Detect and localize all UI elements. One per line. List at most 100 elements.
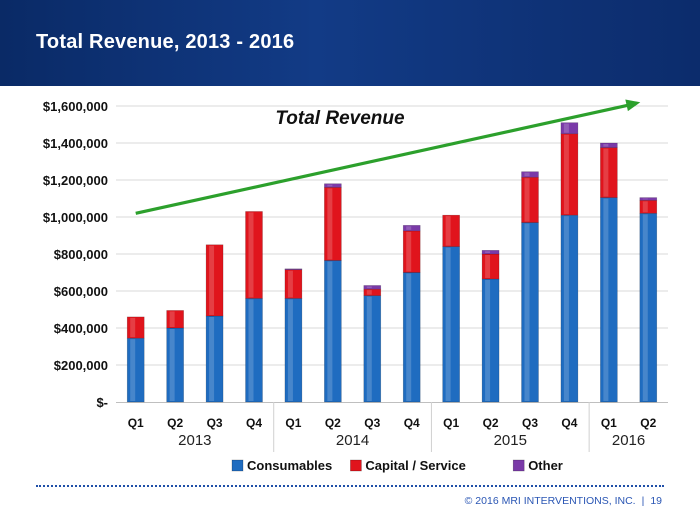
year-group-label: 2016 [612,432,645,449]
bar-sheen [485,255,491,278]
y-tick-label: $1,000,000 [43,210,108,225]
x-tick-label: Q3 [207,416,223,430]
bar-sheen [485,279,491,401]
bar-segment-capital-service [481,253,500,280]
bar-sheen [603,144,609,147]
bar-segment-consumables [166,327,184,403]
bar-sheen [445,216,451,246]
bar-segment-other [560,122,579,135]
bar-segment-consumables [442,246,460,403]
bar-segment-consumables [324,260,342,403]
year-group-label: 2014 [336,432,369,449]
bar-sheen [642,214,648,401]
bar-sheen [524,223,530,401]
bar-segment-capital-service [126,316,145,339]
footer-copyright: © 2016 MRI INTERVENTIONS, INC. [464,495,636,507]
footer: © 2016 MRI INTERVENTIONS, INC. | 19 [465,495,662,507]
bar-sheen [642,198,648,200]
trend-arrow-line [135,102,633,215]
x-tick-label: Q3 [364,416,380,430]
bar-sheen [524,172,530,177]
bar-sheen [287,270,293,298]
bar-sheen [327,184,333,187]
trend-annotation: Total Revenue [275,108,405,129]
bar-segment-consumables [402,272,421,403]
x-tick-label: Q4 [246,416,262,430]
bar-sheen [603,198,609,401]
bar-segment-other [521,171,539,178]
bar-sheen [366,290,372,295]
y-tick-label: $1,200,000 [43,173,108,188]
x-tick-label: Q2 [167,416,183,430]
legend-swatch [512,459,525,472]
bar-segment-capital-service [205,244,224,317]
bar-sheen [366,296,372,401]
x-tick-label: Q4 [404,416,420,430]
bar-sheen [209,245,215,315]
bar-sheen [287,299,293,401]
bar-sheen [563,123,569,133]
bar-sheen [366,286,372,289]
bar-sheen [327,261,333,401]
bar-sheen [485,251,491,253]
bar-sheen [445,247,451,401]
bar-segment-consumables [600,197,618,403]
y-tick-label: $800,000 [54,247,108,262]
bar-sheen [406,231,412,272]
bar-segment-consumables [639,213,658,403]
bar-segment-other [600,142,618,148]
bar-sheen [130,339,136,401]
y-tick-label: $1,400,000 [43,136,108,151]
bar-segment-capital-service [402,230,421,273]
bar-segment-capital-service [442,214,460,247]
bar-segment-other [363,285,382,290]
bar-sheen [169,329,175,401]
slide-title: Total Revenue, 2013 - 2016 [36,31,295,53]
x-tick-label: Q1 [601,416,617,430]
bar-sheen [524,178,530,222]
bar-sheen [642,201,648,213]
y-tick-label: $1,600,000 [43,99,108,114]
x-tick-label: Q1 [285,416,301,430]
footer-separator: | [641,495,645,507]
legend-label: Capital / Service [365,458,465,473]
legend-swatch [350,459,362,472]
bar-segment-consumables [284,298,303,403]
x-tick-label: Q2 [483,416,499,430]
x-tick-label: Q2 [325,416,341,430]
bar-segment-capital-service [284,269,303,299]
bar-sheen [169,311,175,327]
x-tick-label: Q2 [640,416,656,430]
bar-sheen [406,273,412,401]
y-tick-label: $200,000 [54,358,108,373]
y-tick-label: $- [96,395,108,410]
bar-segment-consumables [560,214,579,403]
x-tick-label: Q1 [128,416,144,430]
bar-segment-consumables [245,298,263,403]
bar-segment-other [284,268,303,271]
bar-segment-capital-service [600,147,618,198]
bar-segment-consumables [481,278,500,403]
bar-sheen [563,134,569,215]
bar-segment-capital-service [363,288,382,296]
title-banner: Total Revenue, 2013 - 2016 [0,0,700,86]
bar-sheen [603,148,609,197]
legend-swatch [231,459,244,472]
y-tick-label: $600,000 [54,284,108,299]
bar-sheen [248,299,254,401]
bar-segment-other [402,225,421,232]
bar-segment-consumables [521,222,539,403]
x-tick-label: Q1 [443,416,459,430]
x-tick-label: Q4 [561,416,577,430]
bar-sheen [406,226,412,230]
year-group-label: 2013 [178,432,211,449]
bar-segment-consumables [205,315,224,403]
bar-sheen [130,317,136,338]
page-number: 19 [650,495,662,507]
bar-segment-capital-service [639,200,658,214]
bar-segment-capital-service [166,310,184,329]
x-tick-label: Q3 [522,416,538,430]
bar-sheen [563,216,569,401]
year-group-label: 2015 [494,432,527,449]
bar-segment-other [639,197,658,201]
